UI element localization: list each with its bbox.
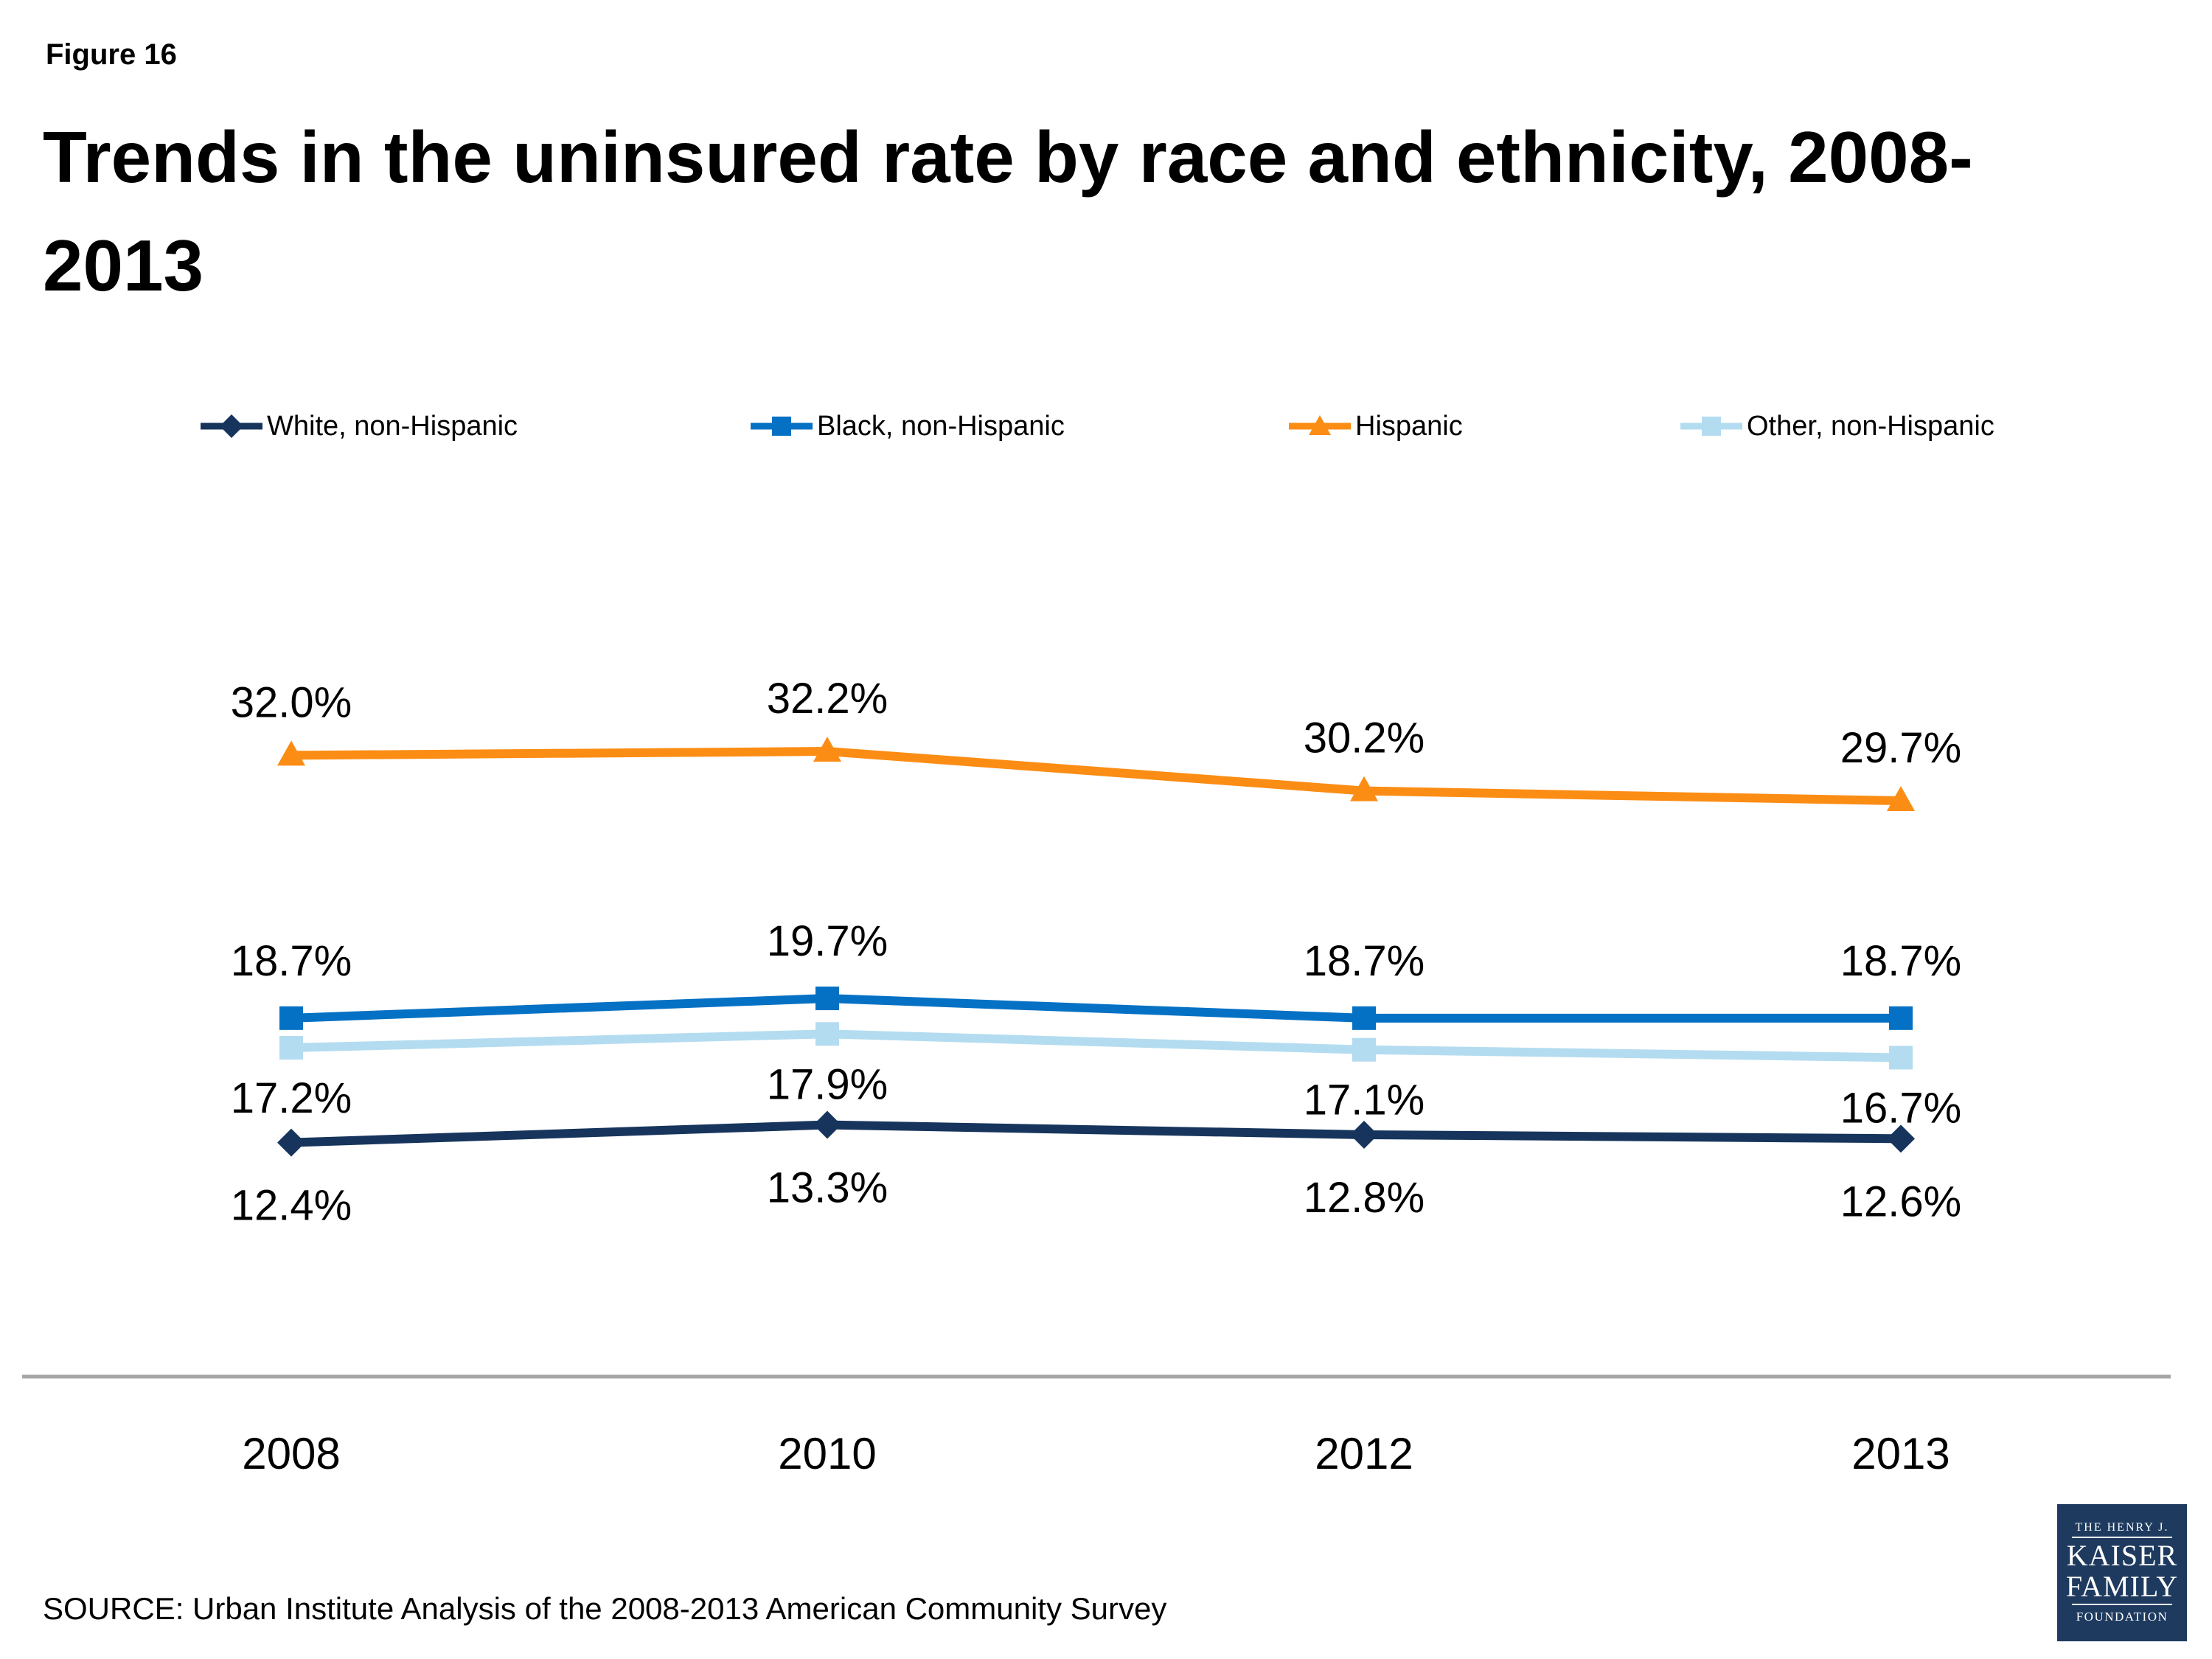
- legend-item-black-non-hispanic: Black, non-Hispanic: [749, 410, 1065, 442]
- kff-logo-family: FAMILY: [2065, 1569, 2179, 1603]
- x-axis-label: 2013: [1851, 1429, 1950, 1478]
- data-label-other-non-hispanic: 17.2%: [231, 1074, 352, 1122]
- data-point-marker-hispanic: [813, 737, 841, 762]
- data-point-marker-other-non-hispanic: [815, 1022, 839, 1046]
- data-point-marker-white-non-hispanic: [1887, 1124, 1915, 1153]
- series-hispanic: 32.0% 32.2% 30.2% 29.7%: [231, 675, 1961, 812]
- data-label-black-non-hispanic: 19.7%: [767, 917, 888, 965]
- kff-logo-kaiser: KAISER: [2066, 1538, 2178, 1572]
- kff-logo-rule: [2072, 1604, 2172, 1606]
- data-label-other-non-hispanic: 17.9%: [767, 1060, 888, 1108]
- page-title-line2: 2013: [43, 225, 204, 306]
- data-label-white-non-hispanic: 12.8%: [1304, 1174, 1425, 1222]
- data-point-marker-other-non-hispanic: [1352, 1037, 1376, 1062]
- data-point-marker-hispanic: [277, 740, 305, 766]
- data-label-black-non-hispanic: 18.7%: [1304, 937, 1425, 985]
- legend-lightblue-line-square-icon: [1680, 417, 1742, 436]
- data-label-hispanic: 32.0%: [231, 678, 352, 726]
- data-label-hispanic: 29.7%: [1840, 724, 1961, 772]
- legend-label-black: Black, non-Hispanic: [817, 410, 1065, 442]
- data-label-other-non-hispanic: 17.1%: [1304, 1077, 1425, 1124]
- source-note: SOURCE: Urban Institute Analysis of the …: [43, 1591, 1167, 1626]
- series-line-hispanic: [291, 747, 1902, 806]
- x-axis-label: 2010: [778, 1429, 876, 1478]
- data-label-hispanic: 32.2%: [767, 675, 888, 723]
- kff-logo: THE HENRY J. KAISER FAMILY FOUNDATION: [2057, 1504, 2187, 1641]
- data-label-other-non-hispanic: 16.7%: [1840, 1084, 1961, 1132]
- series-white-non-hispanic: 12.4% 13.3% 12.8% 12.6%: [231, 1110, 1961, 1230]
- series-other-non-hispanic: 17.2% 17.9% 17.1% 16.7%: [231, 1022, 1961, 1132]
- series-line-black-non-hispanic: [291, 994, 1901, 1023]
- page-title: Trends in the uninsured rate by race and…: [43, 103, 1973, 320]
- data-label-white-non-hispanic: 12.6%: [1840, 1178, 1961, 1225]
- legend-blue-line-square-icon: [751, 417, 813, 436]
- series-black-non-hispanic: 18.7% 19.7% 18.7% 18.7%: [231, 917, 1961, 1030]
- data-label-black-non-hispanic: 18.7%: [231, 937, 352, 985]
- kff-logo-line4: FOUNDATION: [2076, 1610, 2168, 1624]
- data-label-hispanic: 30.2%: [1304, 714, 1425, 762]
- legend-item-white-non-hispanic: White, non-Hispanic: [199, 410, 518, 442]
- legend-item-other-non-hispanic: Other, non-Hispanic: [1679, 410, 1994, 442]
- data-point-marker-white-non-hispanic: [277, 1128, 305, 1157]
- legend-white-line-diamond-icon: [201, 414, 262, 438]
- data-label-black-non-hispanic: 18.7%: [1840, 937, 1961, 985]
- data-label-white-non-hispanic: 13.3%: [767, 1164, 888, 1212]
- legend-item-hispanic: Hispanic: [1287, 410, 1463, 442]
- x-axis-label: 2008: [242, 1429, 340, 1478]
- kff-logo-line1: THE HENRY J.: [2075, 1520, 2169, 1534]
- data-point-marker-black-non-hispanic: [815, 987, 839, 1011]
- data-point-marker-hispanic: [1887, 786, 1915, 812]
- data-label-white-non-hispanic: 12.4%: [231, 1182, 352, 1230]
- data-point-marker-white-non-hispanic: [813, 1110, 841, 1139]
- legend-label-hispanic: Hispanic: [1355, 410, 1463, 442]
- x-axis-label: 2012: [1315, 1429, 1413, 1478]
- data-point-marker-black-non-hispanic: [1352, 1006, 1376, 1030]
- legend-label-other: Other, non-Hispanic: [1747, 410, 1994, 442]
- legend-orange-line-triangle-icon: [1289, 415, 1351, 435]
- page-title-line1: Trends in the uninsured rate by race and…: [43, 116, 1973, 198]
- data-point-marker-other-non-hispanic: [279, 1036, 303, 1060]
- figure-label: Figure 16: [46, 38, 177, 71]
- data-point-marker-black-non-hispanic: [279, 1006, 303, 1030]
- kff-logo-rule: [2072, 1536, 2172, 1538]
- series-line-white-non-hispanic: [291, 1120, 1902, 1147]
- data-point-marker-white-non-hispanic: [1350, 1120, 1378, 1149]
- legend-label-white: White, non-Hispanic: [267, 410, 518, 442]
- data-point-marker-other-non-hispanic: [1889, 1046, 1913, 1070]
- data-point-marker-hispanic: [1350, 776, 1378, 801]
- data-point-marker-black-non-hispanic: [1889, 1006, 1913, 1030]
- series-line-other-non-hispanic: [291, 1029, 1902, 1062]
